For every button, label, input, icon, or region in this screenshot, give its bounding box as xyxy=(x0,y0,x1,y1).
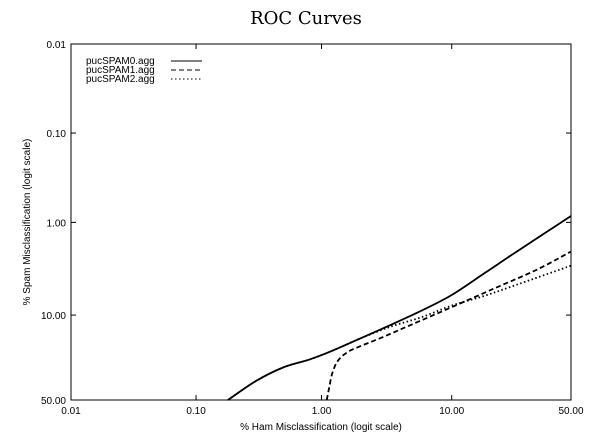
y-tick-label: 1.00 xyxy=(47,218,67,229)
x-tick-label: 0.10 xyxy=(186,406,206,417)
legend-label: pucSPAM1.agg xyxy=(86,65,155,76)
legend-label: pucSPAM2.agg xyxy=(86,74,155,85)
series-line-0 xyxy=(227,215,572,401)
plot-frame xyxy=(70,43,572,401)
x-tick-label: 0.01 xyxy=(61,406,81,417)
x-axis: 0.01 0.10 1.00 10.00 50.00 xyxy=(61,44,584,417)
plot-lines xyxy=(227,215,572,401)
x-tick-label: 10.00 xyxy=(439,406,464,417)
series-line-1 xyxy=(325,250,572,401)
x-tick-label: 1.00 xyxy=(312,406,332,417)
series-line-2 xyxy=(227,264,572,401)
x-tick-label: 50.00 xyxy=(558,406,583,417)
y-tick-label: 10.00 xyxy=(41,311,66,322)
y-axis: 0.01 0.10 1.00 10.00 50.00 xyxy=(41,40,571,407)
y-tick-label: 0.10 xyxy=(47,129,67,140)
y-axis-label: % Spam Misclassification (logit scale) xyxy=(22,139,33,306)
x-axis-label: % Ham Misclassification (logit scale) xyxy=(240,422,402,433)
chart-title: ROC Curves xyxy=(250,8,362,29)
legend-label: pucSPAM0.agg xyxy=(86,56,155,67)
y-tick-label: 50.00 xyxy=(41,396,66,407)
y-tick-label: 0.01 xyxy=(47,40,67,51)
